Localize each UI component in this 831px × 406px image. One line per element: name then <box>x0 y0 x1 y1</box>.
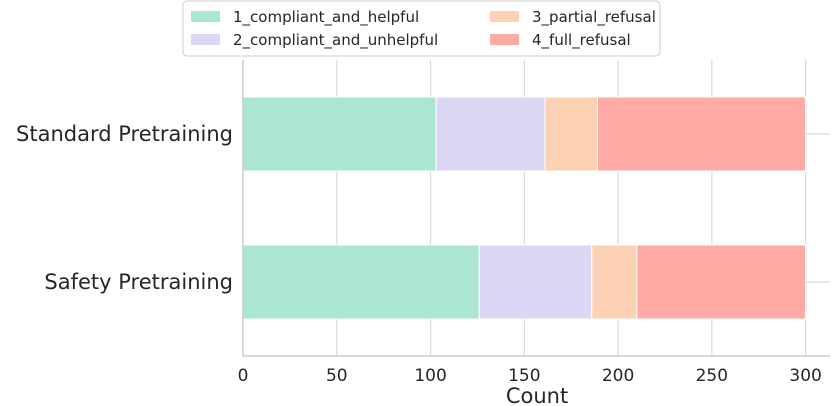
x-axis-title: Count <box>506 384 568 406</box>
x-tick-label: 200 <box>602 366 634 386</box>
legend-swatch <box>490 11 519 22</box>
axes <box>242 60 830 357</box>
x-tick-label: 0 <box>238 366 249 386</box>
bar-segment <box>591 244 638 320</box>
bar-segment <box>478 244 593 320</box>
legend-label: 1_compliant_and_helpful <box>233 8 419 27</box>
x-tick-label: 150 <box>508 366 540 386</box>
category-labels: Standard Pretraining Safety Pretraining <box>16 122 233 294</box>
legend-label: 3_partial_refusal <box>532 8 656 27</box>
bar-segment <box>242 96 437 172</box>
legend-label: 2_compliant_and_unhelpful <box>233 31 438 50</box>
legend-label: 4_full_refusal <box>532 31 631 50</box>
legend-swatch <box>490 34 519 45</box>
bar-segment <box>636 244 807 320</box>
x-tick-label: 100 <box>414 366 446 386</box>
legend-swatch <box>191 34 220 45</box>
legend-box <box>182 0 661 57</box>
bar-segment <box>242 244 480 320</box>
x-tick-label: 300 <box>789 366 821 386</box>
x-tick-label: 250 <box>696 366 728 386</box>
category-label: Standard Pretraining <box>16 122 233 146</box>
bar-segment <box>544 96 598 172</box>
bars <box>242 96 807 320</box>
x-tick-label: 50 <box>326 366 348 386</box>
legend-swatch <box>191 11 220 22</box>
bar-segment <box>596 96 807 172</box>
legend: 1_compliant_and_helpful 2_compliant_and_u… <box>182 0 661 57</box>
x-tick-labels: 0 50 100 150 200 250 300 <box>238 366 822 386</box>
category-label: Safety Pretraining <box>44 270 233 294</box>
bar-segment <box>435 96 546 172</box>
